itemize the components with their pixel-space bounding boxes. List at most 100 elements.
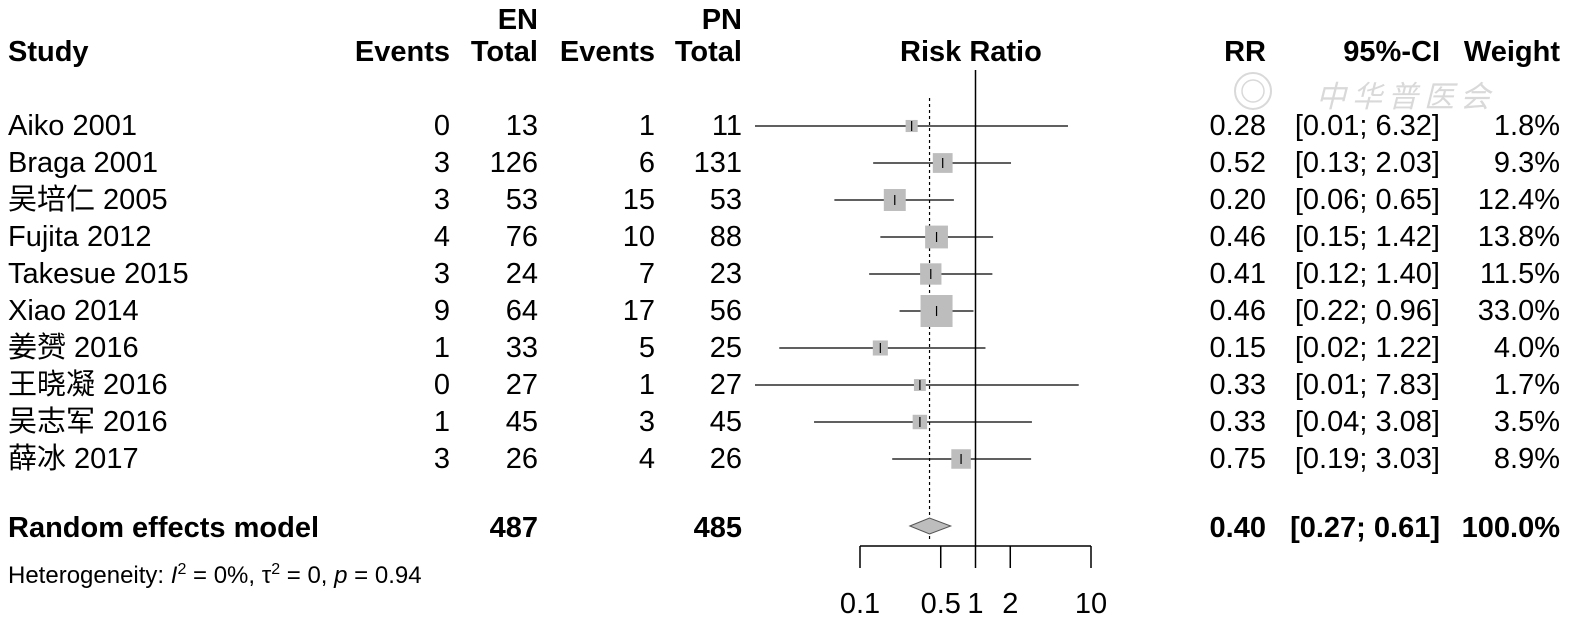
pn-events: 4 bbox=[638, 443, 655, 475]
header-group-en: EN bbox=[497, 4, 538, 36]
weight-value: 9.3% bbox=[1493, 147, 1560, 179]
pn-total: 56 bbox=[709, 295, 742, 327]
pn-events: 10 bbox=[622, 221, 655, 253]
header-en-events: Events bbox=[354, 36, 450, 68]
summary-label: Random effects model bbox=[8, 512, 319, 544]
summary-rr: 0.40 bbox=[1209, 512, 1266, 544]
ci-value: [0.12; 1.40] bbox=[1294, 258, 1440, 290]
watermark-seal-icon bbox=[1232, 70, 1274, 120]
ci-value: [0.01; 7.83] bbox=[1294, 369, 1440, 401]
weight-value: 13.8% bbox=[1477, 221, 1560, 253]
summary-ci: [0.27; 0.61] bbox=[1290, 512, 1440, 544]
rr-value: 0.28 bbox=[1209, 110, 1266, 142]
weight-value: 4.0% bbox=[1493, 332, 1560, 364]
en-total: 33 bbox=[505, 332, 538, 364]
header-rr: RR bbox=[1224, 36, 1266, 68]
watermark-text: 中华普医会 bbox=[1316, 80, 1496, 115]
x-tick-label: 0.5 bbox=[921, 588, 961, 620]
rr-value: 0.46 bbox=[1209, 221, 1266, 253]
en-events: 0 bbox=[433, 369, 450, 401]
weight-value: 1.7% bbox=[1493, 369, 1560, 401]
pn-total: 25 bbox=[709, 332, 742, 364]
pn-events: 7 bbox=[638, 258, 655, 290]
rr-value: 0.41 bbox=[1209, 258, 1266, 290]
rr-value: 0.15 bbox=[1209, 332, 1266, 364]
weight-value: 12.4% bbox=[1477, 184, 1560, 216]
en-total: 27 bbox=[505, 369, 538, 401]
rr-value: 0.46 bbox=[1209, 295, 1266, 327]
ci-value: [0.13; 2.03] bbox=[1294, 147, 1440, 179]
weight-value: 3.5% bbox=[1493, 406, 1560, 438]
en-events: 3 bbox=[433, 443, 450, 475]
study-name: 薛冰 2017 bbox=[8, 443, 139, 475]
en-events: 3 bbox=[433, 147, 450, 179]
pn-total: 27 bbox=[709, 369, 742, 401]
pn-total: 23 bbox=[709, 258, 742, 290]
en-events: 9 bbox=[433, 295, 450, 327]
study-name: Fujita 2012 bbox=[8, 221, 152, 253]
pn-events: 6 bbox=[638, 147, 655, 179]
header-risk-ratio: Risk Ratio bbox=[900, 36, 1042, 68]
rr-value: 0.52 bbox=[1209, 147, 1266, 179]
en-total: 45 bbox=[505, 406, 538, 438]
header-ci: 95%-CI bbox=[1343, 36, 1440, 68]
pn-total: 53 bbox=[709, 184, 742, 216]
en-events: 4 bbox=[433, 221, 450, 253]
header-weight: Weight bbox=[1463, 36, 1560, 68]
study-name: Braga 2001 bbox=[8, 147, 158, 179]
en-total: 64 bbox=[505, 295, 538, 327]
study-name: Aiko 2001 bbox=[8, 110, 137, 142]
ci-value: [0.19; 3.03] bbox=[1294, 443, 1440, 475]
weight-value: 8.9% bbox=[1493, 443, 1560, 475]
en-events: 3 bbox=[433, 258, 450, 290]
pn-total: 45 bbox=[709, 406, 742, 438]
x-tick-label: 10 bbox=[1075, 588, 1107, 620]
en-total: 126 bbox=[489, 147, 538, 179]
en-total: 13 bbox=[505, 110, 538, 142]
pn-total: 131 bbox=[693, 147, 742, 179]
summary-pn-total: 485 bbox=[693, 512, 742, 544]
rr-value: 0.33 bbox=[1209, 369, 1266, 401]
header-en-total: Total bbox=[470, 36, 538, 68]
ci-value: [0.04; 3.08] bbox=[1294, 406, 1440, 438]
x-tick-label: 2 bbox=[1002, 588, 1018, 620]
pn-total: 11 bbox=[711, 110, 742, 142]
rr-value: 0.75 bbox=[1209, 443, 1266, 475]
pn-events: 15 bbox=[622, 184, 655, 216]
ci-value: [0.06; 0.65] bbox=[1294, 184, 1440, 216]
header-study: Study bbox=[8, 36, 89, 68]
pn-events: 17 bbox=[622, 295, 655, 327]
study-name: 王晓凝 2016 bbox=[8, 369, 168, 401]
summary-diamond bbox=[908, 517, 953, 535]
ci-value: [0.22; 0.96] bbox=[1294, 295, 1440, 327]
weight-value: 11.5% bbox=[1479, 258, 1560, 290]
en-total: 26 bbox=[505, 443, 538, 475]
pn-total: 26 bbox=[709, 443, 742, 475]
pn-events: 3 bbox=[638, 406, 655, 438]
weight-value: 33.0% bbox=[1477, 295, 1560, 327]
pn-total: 88 bbox=[709, 221, 742, 253]
study-name: Xiao 2014 bbox=[8, 295, 139, 327]
en-total: 53 bbox=[505, 184, 538, 216]
en-events: 1 bbox=[433, 332, 450, 364]
summary-en-total: 487 bbox=[489, 512, 538, 544]
header-pn-events: Events bbox=[559, 36, 655, 68]
heterogeneity-text: Heterogeneity: I2 = 0%, τ2 = 0, p = 0.94 bbox=[8, 561, 422, 589]
study-name: 吴志军 2016 bbox=[8, 406, 168, 438]
header-group-pn: PN bbox=[701, 4, 742, 36]
study-name: Takesue 2015 bbox=[8, 258, 189, 290]
summary-weight: 100.0% bbox=[1461, 512, 1560, 544]
x-tick-label: 1 bbox=[967, 588, 983, 620]
rr-value: 0.20 bbox=[1209, 184, 1266, 216]
ci-value: [0.02; 1.22] bbox=[1294, 332, 1440, 364]
x-tick-label: 0.1 bbox=[840, 588, 880, 620]
weight-value: 1.8% bbox=[1493, 110, 1560, 142]
en-events: 3 bbox=[433, 184, 450, 216]
pn-events: 1 bbox=[638, 369, 655, 401]
en-events: 0 bbox=[433, 110, 450, 142]
header-pn-total: Total bbox=[674, 36, 742, 68]
ci-value: [0.01; 6.32] bbox=[1294, 110, 1440, 142]
study-name: 姜赟 2016 bbox=[8, 332, 139, 364]
ci-value: [0.15; 1.42] bbox=[1294, 221, 1440, 253]
